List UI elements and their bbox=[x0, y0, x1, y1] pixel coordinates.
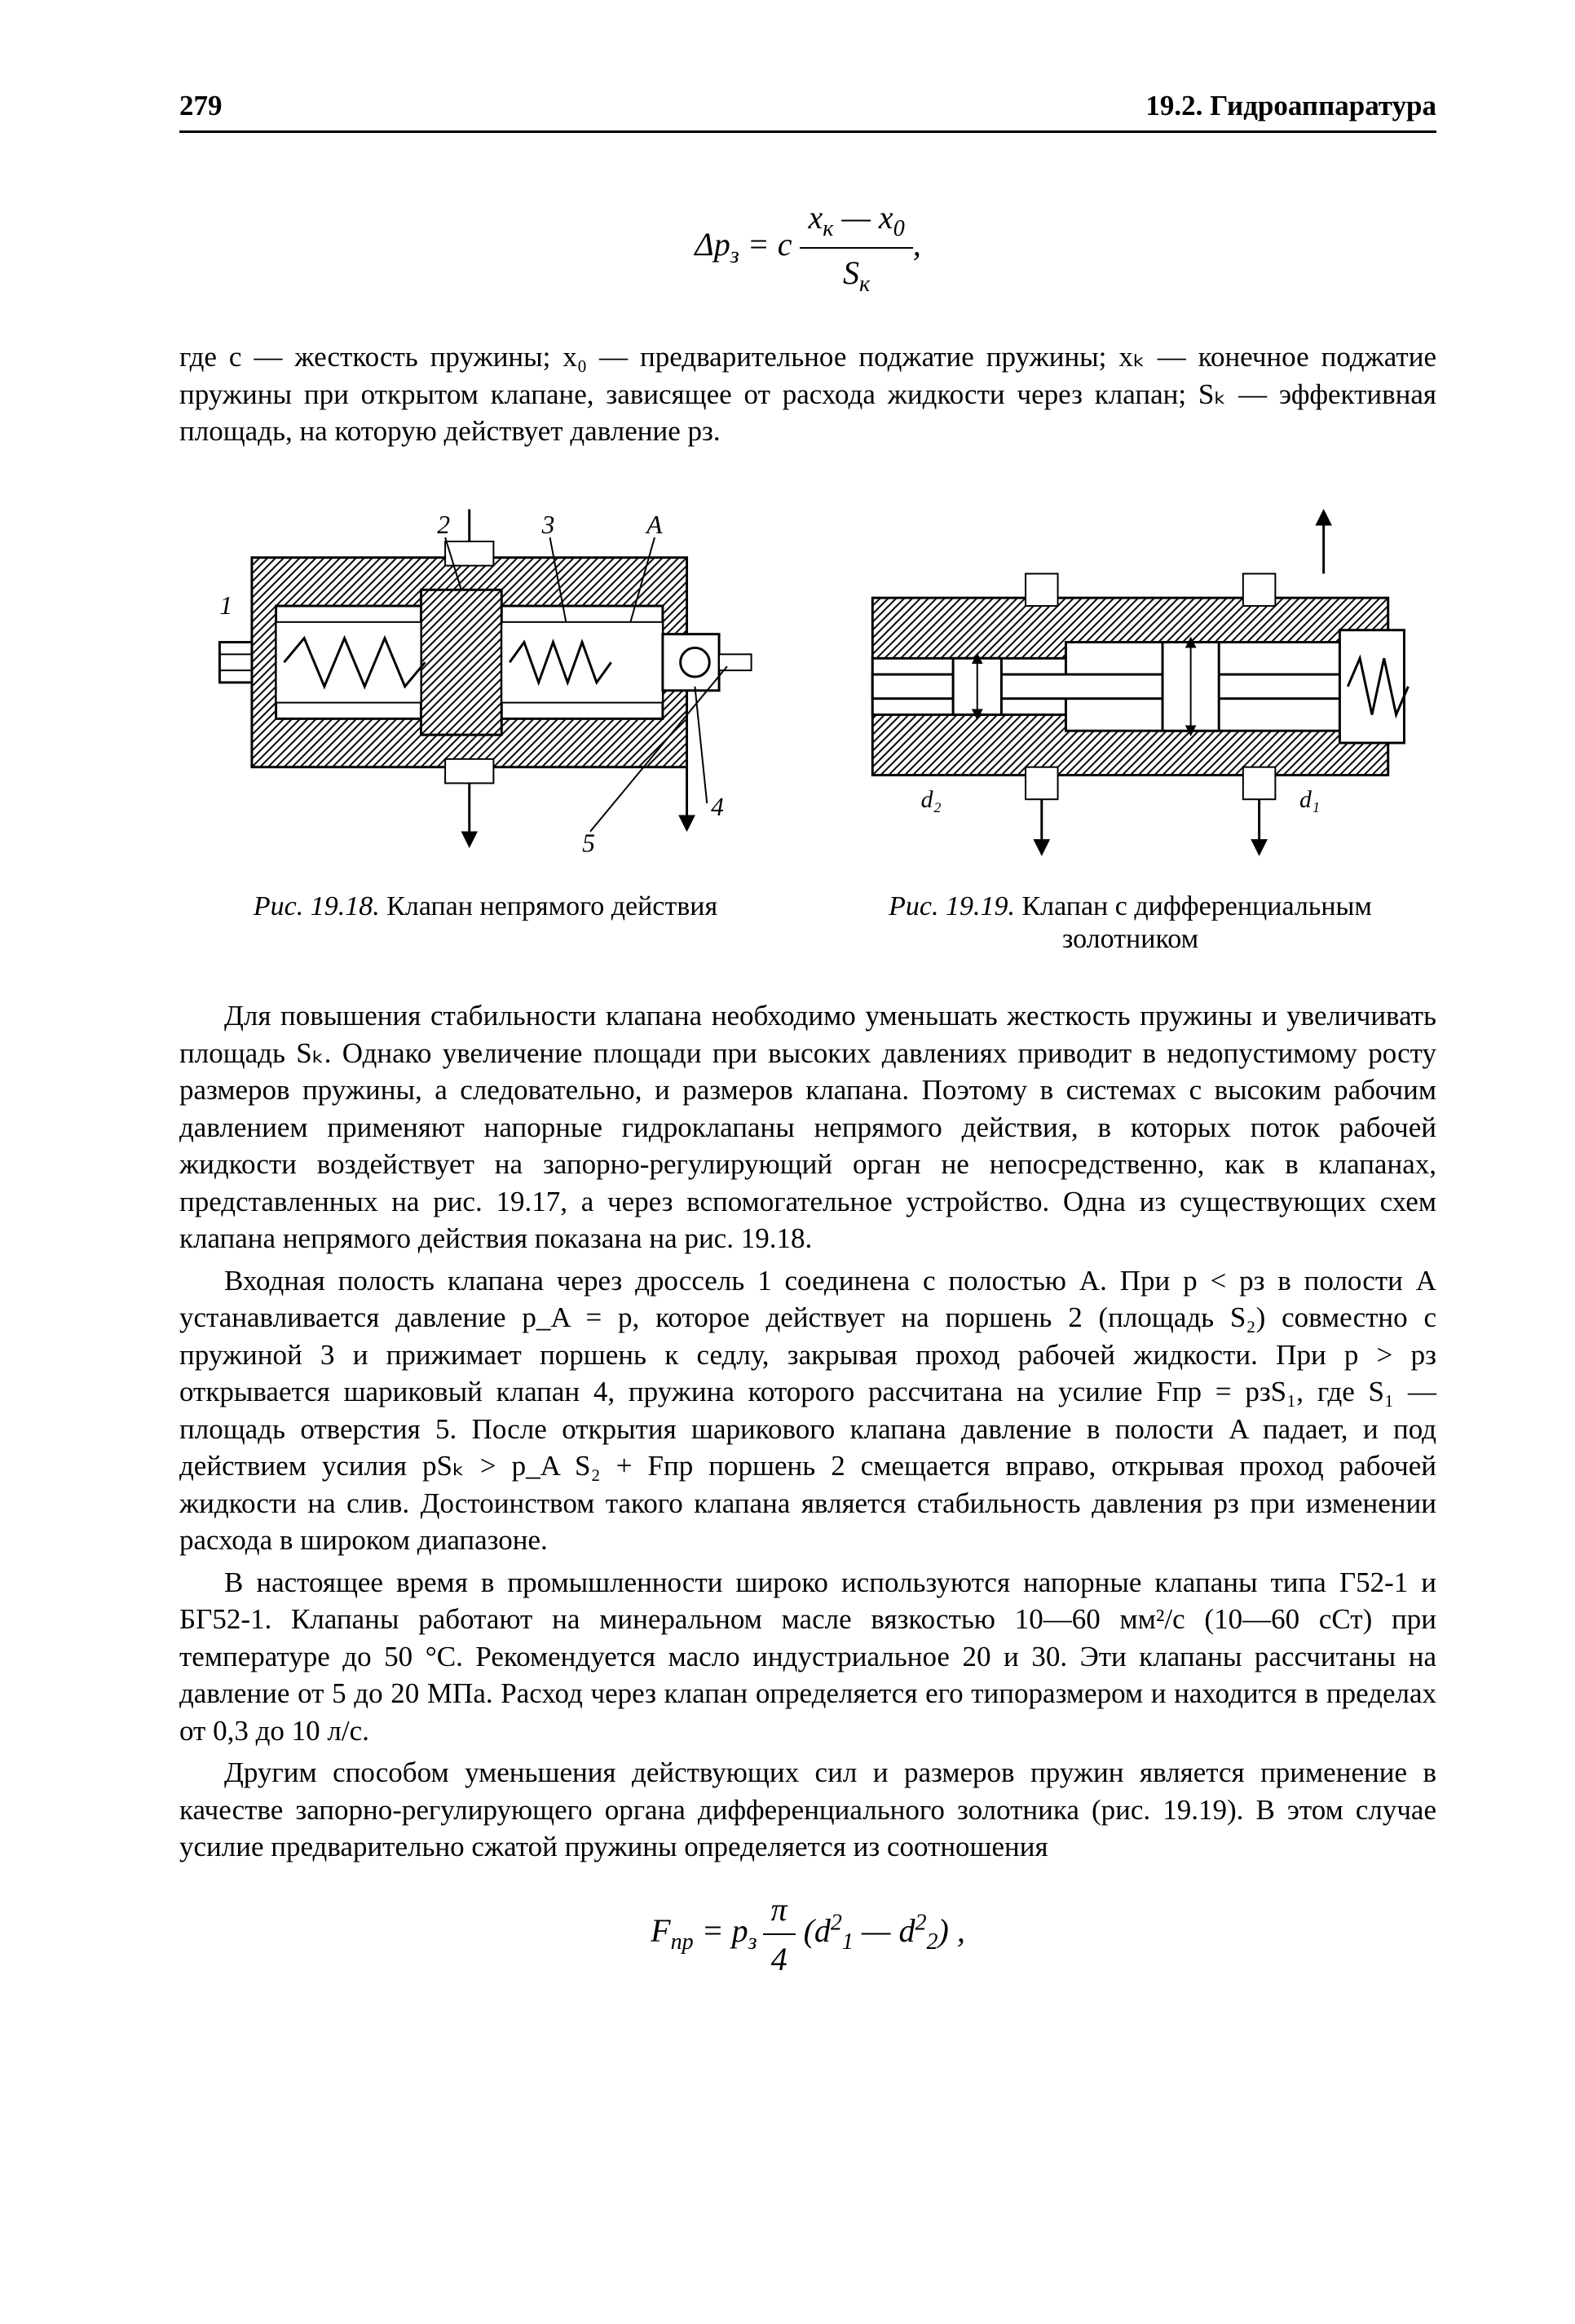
fig-19-18-svg: 1 2 3 A 4 5 bbox=[179, 483, 792, 874]
eq1-eq: = c bbox=[748, 226, 801, 263]
eq2-psub: з bbox=[748, 1929, 763, 1955]
fig19-label-d2: d₂ bbox=[921, 787, 942, 813]
eq2-d1sub: 1 bbox=[842, 1929, 854, 1955]
eq2-d1: d bbox=[814, 1912, 831, 1949]
fig18-label-3: 3 bbox=[541, 510, 555, 539]
fig-19-19-svg: d₂ d₁ bbox=[824, 483, 1436, 874]
eq1-lhs: Δp bbox=[695, 226, 730, 263]
eq2-d2sq: 2 bbox=[915, 1910, 927, 1935]
caption-19-19: Рис. 19.19. Клапан с дифференциальным зо… bbox=[824, 890, 1436, 957]
para-1: Для повышения стабильности клапана необх… bbox=[179, 997, 1436, 1257]
eq2-minus: — bbox=[854, 1912, 899, 1949]
eq1-num2-sub: 0 bbox=[893, 216, 905, 241]
eq1-num1-sub: к bbox=[823, 216, 833, 241]
eq1-num1: x bbox=[808, 199, 823, 236]
eq1-den: Sк bbox=[800, 249, 912, 298]
eq2-F: F bbox=[651, 1912, 670, 1949]
eq2-fraction: π 4 bbox=[763, 1890, 796, 1978]
caption-19-18: Рис. 19.18. Клапан непрямого действия bbox=[179, 890, 792, 957]
para-3: В настоящее время в промышленности широк… bbox=[179, 1564, 1436, 1750]
section-title: 19.2. Гидроаппаратура bbox=[1145, 90, 1436, 122]
eq1-den-sub: к bbox=[859, 272, 870, 297]
eq2-paren: (d21 — d22) bbox=[804, 1912, 957, 1949]
where-paragraph: где c — жесткость пружины; x₀ — предвари… bbox=[179, 338, 1436, 450]
eq1-den-sym: S bbox=[843, 254, 859, 291]
equation-2: Fпр = pз π 4 (d21 — d22) , bbox=[179, 1890, 1436, 1978]
eq2-Fsub: пр bbox=[671, 1929, 694, 1955]
fig18-label-2: 2 bbox=[437, 510, 450, 539]
caption-19-18-text: Клапан непрямого действия bbox=[380, 891, 717, 921]
eq1-tail: , bbox=[913, 226, 921, 263]
caption-19-18-ris: Рис. 19.18. bbox=[254, 891, 380, 921]
para-4: Другим способом уменьшения действующих с… bbox=[179, 1754, 1436, 1866]
eq2-four: 4 bbox=[763, 1935, 796, 1978]
fig19-label-d1: d₁ bbox=[1299, 787, 1320, 813]
eq2-eq: = p bbox=[702, 1912, 748, 1949]
eq1-fraction: xк — x0 Sк bbox=[800, 198, 912, 298]
eq2-d2sub: 2 bbox=[927, 1929, 938, 1955]
figure-19-18: 1 2 3 A 4 5 bbox=[179, 483, 792, 874]
fig18-label-4: 4 bbox=[711, 792, 724, 820]
eq2-d1sq: 2 bbox=[831, 1910, 842, 1935]
fig18-label-A: A bbox=[645, 510, 663, 539]
eq2-tail: , bbox=[957, 1912, 965, 1949]
eq2-pi: π bbox=[763, 1890, 796, 1935]
fig18-label-5: 5 bbox=[582, 828, 595, 857]
equation-1: Δpз = c xк — x0 Sк , bbox=[179, 198, 1436, 298]
eq2-d2: d bbox=[899, 1912, 915, 1949]
caption-19-19-text: Клапан с дифференциальным золотником bbox=[1015, 891, 1372, 955]
eq1-num2: x bbox=[879, 199, 893, 236]
caption-19-19-ris: Рис. 19.19. bbox=[889, 891, 1015, 921]
captions-row: Рис. 19.18. Клапан непрямого действия Ри… bbox=[179, 890, 1436, 957]
fig18-label-1: 1 bbox=[219, 590, 232, 619]
eq1-num: xк — x0 bbox=[800, 198, 912, 249]
eq1-minus: — bbox=[833, 199, 879, 236]
para-2: Входная полость клапана через дроссель 1… bbox=[179, 1262, 1436, 1559]
eq1-lhs-sub: з bbox=[730, 243, 739, 268]
page-header: 279 19.2. Гидроаппаратура bbox=[179, 90, 1436, 133]
page-number: 279 bbox=[179, 90, 223, 122]
figures-row: 1 2 3 A 4 5 bbox=[179, 483, 1436, 874]
figure-19-19: d₂ d₁ bbox=[824, 483, 1436, 874]
